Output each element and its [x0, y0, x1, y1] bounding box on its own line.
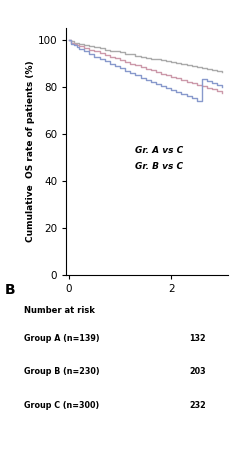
Text: Gr. A vs C: Gr. A vs C: [135, 146, 184, 155]
Text: Group A (n=139): Group A (n=139): [24, 334, 99, 343]
Text: Group B (n=230): Group B (n=230): [24, 367, 99, 376]
Text: Gr. B vs C: Gr. B vs C: [135, 163, 183, 172]
Text: Group C (n=300): Group C (n=300): [24, 401, 99, 410]
Text: 132: 132: [190, 334, 206, 343]
Text: B: B: [5, 283, 15, 297]
Y-axis label: Cumulative  OS rate of patients (%): Cumulative OS rate of patients (%): [26, 61, 35, 243]
Text: 203: 203: [190, 367, 206, 376]
Text: Number at risk: Number at risk: [24, 306, 95, 315]
Text: 232: 232: [190, 401, 206, 410]
